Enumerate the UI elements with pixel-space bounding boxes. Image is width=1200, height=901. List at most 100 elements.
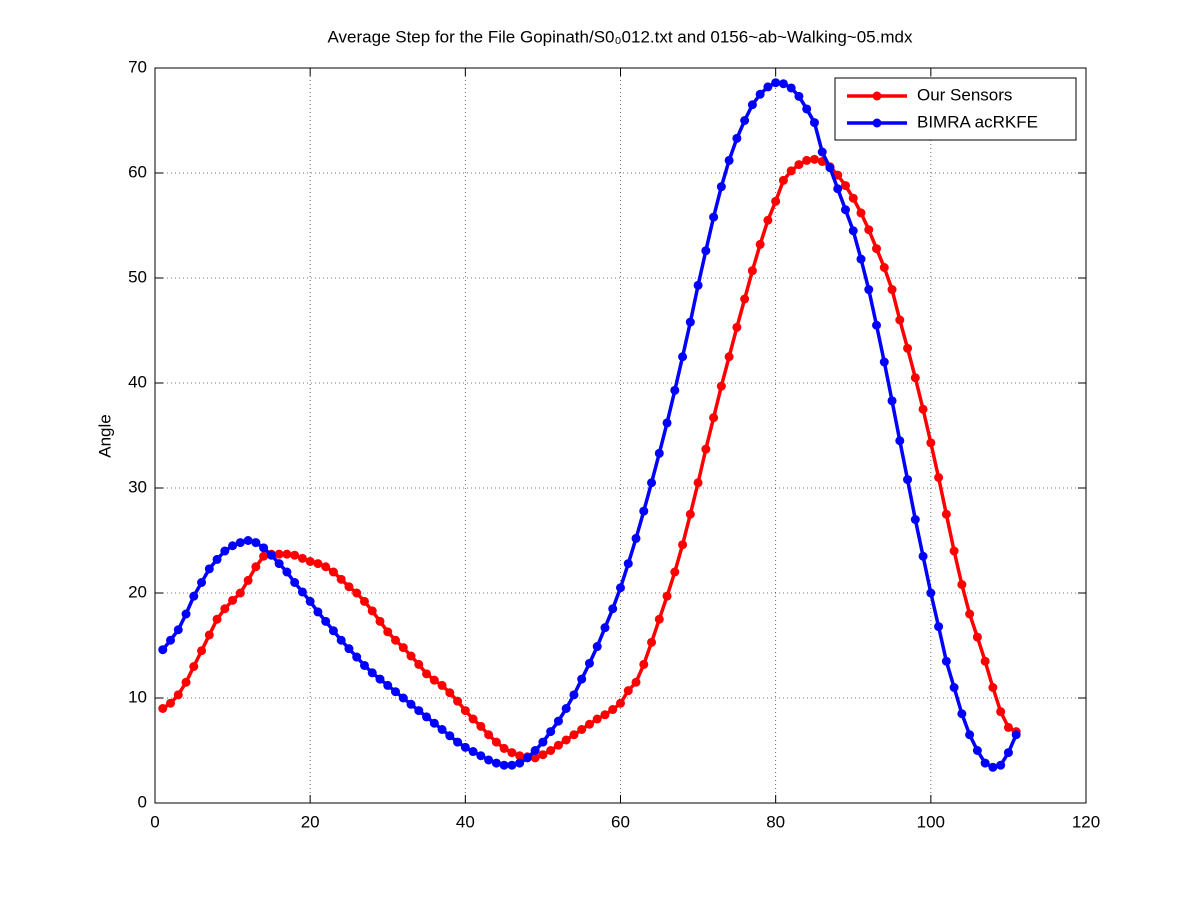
marker — [220, 546, 230, 556]
marker — [321, 616, 331, 626]
marker — [794, 91, 804, 101]
marker — [872, 320, 882, 330]
x-tick-label: 80 — [766, 812, 785, 831]
marker — [631, 533, 641, 543]
marker — [476, 721, 486, 731]
marker — [212, 554, 222, 564]
marker — [592, 642, 602, 652]
marker — [282, 549, 292, 559]
marker — [243, 575, 253, 585]
marker — [701, 444, 711, 454]
marker — [530, 746, 540, 755]
marker — [204, 564, 214, 574]
marker — [522, 753, 532, 763]
marker — [957, 709, 967, 719]
marker — [367, 668, 377, 678]
x-tick-label: 40 — [456, 812, 475, 831]
marker — [158, 704, 168, 713]
marker — [802, 104, 812, 114]
marker — [422, 669, 432, 679]
marker — [903, 343, 913, 353]
marker — [569, 730, 579, 740]
marker — [173, 690, 183, 700]
y-tick-label: 40 — [128, 372, 147, 391]
marker — [561, 704, 571, 713]
marker — [507, 748, 517, 758]
marker — [616, 583, 625, 593]
marker — [934, 473, 944, 482]
marker — [833, 170, 843, 180]
marker — [926, 438, 936, 448]
marker — [833, 184, 843, 194]
marker — [569, 690, 579, 700]
marker — [887, 396, 897, 406]
marker — [747, 100, 757, 110]
marker — [468, 714, 478, 724]
marker — [670, 567, 680, 577]
marker — [429, 675, 439, 685]
marker — [988, 762, 998, 772]
marker — [499, 760, 509, 770]
marker — [778, 79, 788, 89]
marker — [383, 627, 393, 637]
marker — [654, 448, 664, 458]
marker — [437, 680, 447, 690]
marker — [662, 591, 672, 601]
marker — [359, 596, 369, 606]
marker — [825, 163, 835, 173]
chart-title: Average Step for the File Gopinath/S0₀01… — [328, 27, 913, 46]
marker — [957, 580, 967, 590]
marker — [336, 574, 346, 584]
marker — [910, 515, 920, 524]
marker — [1003, 748, 1013, 758]
marker — [228, 595, 238, 605]
marker — [879, 263, 889, 272]
marker — [941, 509, 951, 519]
marker — [616, 698, 625, 708]
marker — [197, 578, 207, 587]
marker — [352, 588, 362, 598]
marker — [321, 562, 331, 572]
marker — [266, 550, 276, 560]
marker — [166, 635, 176, 645]
marker — [926, 588, 936, 598]
marker — [297, 587, 307, 597]
marker — [460, 742, 470, 752]
marker — [313, 559, 323, 569]
legend: Our Sensors BIMRA acRKFE — [834, 77, 1077, 141]
marker — [398, 643, 408, 653]
marker — [181, 609, 191, 619]
marker — [647, 478, 657, 488]
marker — [716, 381, 726, 391]
marker — [243, 536, 253, 545]
marker — [453, 696, 463, 706]
marker — [212, 614, 222, 624]
marker — [709, 212, 719, 222]
y-tick-label: 0 — [138, 792, 147, 811]
marker — [538, 737, 548, 747]
x-tick-label: 60 — [611, 812, 630, 831]
marker — [623, 686, 633, 696]
marker — [313, 607, 323, 617]
marker — [282, 567, 292, 577]
marker — [709, 413, 719, 423]
marker — [391, 687, 401, 697]
marker — [895, 315, 905, 325]
marker — [274, 549, 284, 559]
marker — [755, 239, 765, 249]
marker — [181, 677, 191, 687]
marker — [189, 662, 199, 671]
marker — [740, 294, 750, 304]
marker — [189, 591, 199, 601]
y-tick-label: 30 — [128, 477, 147, 496]
marker — [972, 746, 982, 755]
marker — [716, 182, 726, 192]
marker — [895, 436, 905, 446]
marker — [763, 82, 773, 92]
marker — [166, 698, 176, 708]
marker — [437, 725, 447, 734]
marker — [507, 760, 517, 770]
marker — [903, 475, 913, 485]
marker — [623, 559, 633, 569]
marker — [1003, 722, 1013, 732]
